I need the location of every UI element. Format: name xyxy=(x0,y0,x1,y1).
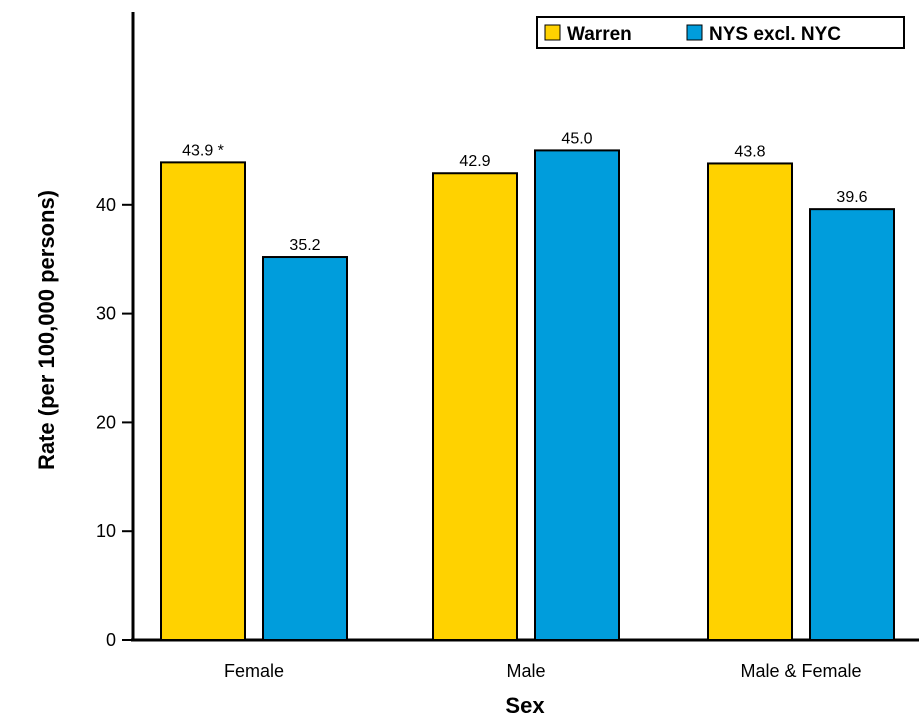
x-category-label: Male xyxy=(506,661,545,681)
data-label: 43.8 xyxy=(734,143,765,160)
bar-nys-male xyxy=(534,149,620,641)
legend-swatch-nys xyxy=(686,24,703,41)
y-tick-label: 10 xyxy=(96,521,116,541)
legend-box xyxy=(536,16,905,49)
bar-warren-male-female xyxy=(707,162,793,641)
legend: Warren NYS excl. NYC xyxy=(536,16,905,49)
legend-label-warren: Warren xyxy=(567,24,632,45)
x-category-labels: Female Male Male & Female xyxy=(224,661,862,681)
y-tick-label: 30 xyxy=(96,304,116,324)
legend-label-nys: NYS excl. NYC xyxy=(709,24,841,45)
y-axis-title: Rate (per 100,000 persons) xyxy=(34,190,59,470)
x-category-label: Female xyxy=(224,661,284,681)
bar-nys-female xyxy=(262,256,348,641)
data-label: 43.9 * xyxy=(182,142,224,159)
x-axis-title: Sex xyxy=(505,693,545,718)
y-tick-label: 40 xyxy=(96,195,116,215)
data-labels: 43.9 * 35.2 42.9 45.0 43.8 39.6 xyxy=(182,130,868,254)
y-ticks: 0 10 20 30 40 xyxy=(96,195,133,650)
y-tick-label: 20 xyxy=(96,412,116,432)
x-category-label: Male & Female xyxy=(740,661,861,681)
y-tick-label: 0 xyxy=(106,630,116,650)
data-label: 39.6 xyxy=(836,189,867,206)
bars xyxy=(160,149,895,642)
data-label: 42.9 xyxy=(459,153,490,170)
bar-warren-male xyxy=(432,172,518,642)
legend-swatch-warren xyxy=(544,24,561,41)
bar-nys-male-female xyxy=(809,208,895,641)
data-label: 35.2 xyxy=(289,237,320,254)
data-label: 45.0 xyxy=(561,130,592,147)
bar-warren-female xyxy=(160,161,246,641)
